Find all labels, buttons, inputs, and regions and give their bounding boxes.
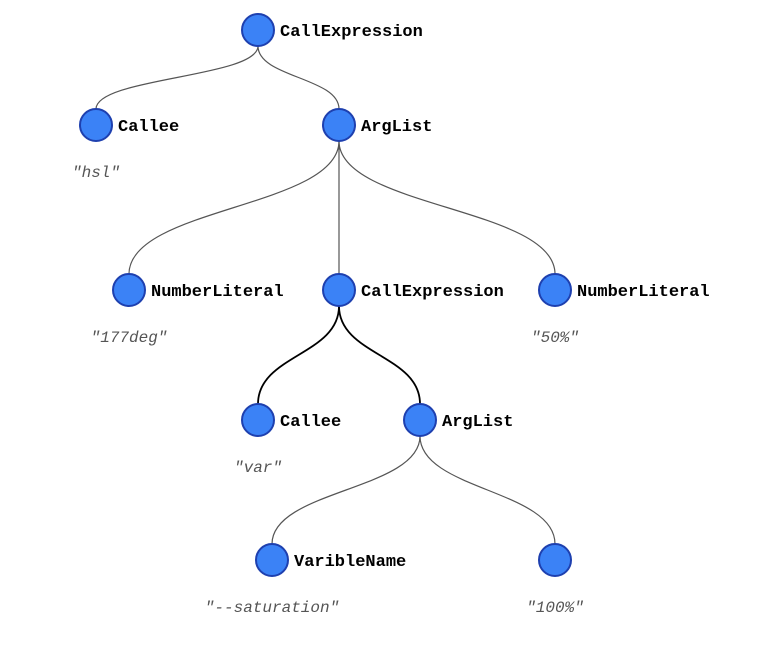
- tree-node-callexp2: CallExpression: [323, 274, 504, 306]
- tree-node-numlit2: NumberLiteral "50%": [531, 274, 710, 347]
- tree-edge: [258, 306, 339, 404]
- node-value: "50%": [531, 329, 579, 347]
- node-label: Callee: [280, 413, 341, 432]
- tree-node-arglist2: ArgList: [404, 404, 513, 436]
- tree-node-hundred: "100%": [526, 544, 584, 617]
- node-label: NumberLiteral: [577, 283, 710, 302]
- node-value: "177deg": [91, 329, 168, 347]
- nodes-layer: CallExpression Callee "hsl" ArgList NumberLi…: [72, 14, 710, 617]
- node-value: "--saturation": [205, 599, 339, 617]
- node-value: "var": [234, 459, 282, 477]
- node-circle: [539, 274, 571, 306]
- node-label: CallExpression: [280, 23, 423, 42]
- node-circle: [80, 109, 112, 141]
- tree-node-varname: VaribleName "--saturation": [205, 544, 406, 617]
- tree-node-numlit1: NumberLiteral "177deg": [91, 274, 284, 347]
- node-label: Callee: [118, 118, 179, 137]
- node-label: CallExpression: [361, 283, 504, 302]
- node-circle: [113, 274, 145, 306]
- tree-node-root: CallExpression: [242, 14, 423, 46]
- node-circle: [242, 404, 274, 436]
- tree-node-callee2: Callee "var": [234, 404, 341, 477]
- tree-edge: [339, 306, 420, 404]
- node-label: NumberLiteral: [151, 283, 284, 302]
- node-value: "100%": [526, 599, 584, 617]
- node-label: ArgList: [361, 118, 432, 137]
- node-circle: [404, 404, 436, 436]
- ast-tree-diagram: CallExpression Callee "hsl" ArgList NumberLi…: [0, 0, 757, 657]
- tree-edge: [96, 46, 258, 109]
- node-label: ArgList: [442, 413, 513, 432]
- tree-edge: [339, 141, 555, 274]
- tree-edge: [420, 436, 555, 544]
- tree-edge: [258, 46, 339, 109]
- node-circle: [242, 14, 274, 46]
- tree-edge: [129, 141, 339, 274]
- node-circle: [323, 274, 355, 306]
- node-circle: [323, 109, 355, 141]
- tree-node-arglist1: ArgList: [323, 109, 432, 141]
- node-circle: [539, 544, 571, 576]
- node-label: VaribleName: [294, 553, 406, 572]
- node-circle: [256, 544, 288, 576]
- tree-node-callee1: Callee "hsl": [72, 109, 179, 182]
- tree-edge: [272, 436, 420, 544]
- node-value: "hsl": [72, 164, 120, 182]
